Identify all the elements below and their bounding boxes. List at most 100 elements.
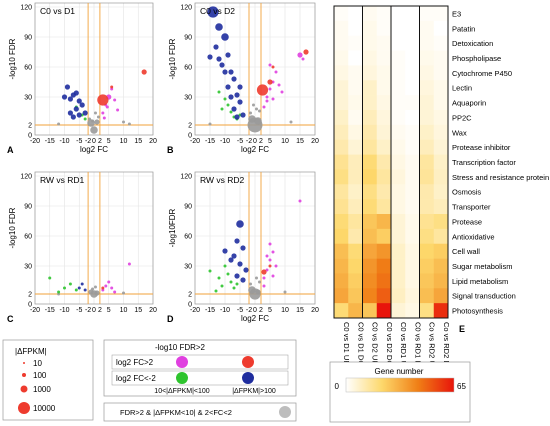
plot-title: RW vs RD2: [200, 175, 245, 185]
data-point: [234, 238, 240, 244]
heatmap-cell: [433, 169, 449, 185]
heatmap-cell: [334, 288, 349, 304]
y-tick-label: 60: [184, 234, 192, 241]
heatmap-cell: [391, 303, 406, 319]
heatmap-cell: [419, 169, 435, 185]
color-legend-header: -log10 FDR>2: [155, 343, 206, 352]
heatmap-cell: [433, 288, 449, 304]
data-point: [243, 267, 249, 273]
x-tick-label: -20: [30, 138, 40, 145]
gray-legend-box: [103, 402, 297, 422]
size-legend-dot-100: [22, 373, 26, 377]
y-tick-label: 120: [180, 174, 192, 181]
legend-magenta-dot: [176, 356, 188, 368]
heatmap-cell: [419, 6, 435, 22]
heatmap-cell: [391, 65, 406, 81]
data-point: [289, 120, 293, 124]
x-tick-label: 0: [253, 307, 257, 314]
heatmap-cell: [348, 20, 363, 37]
heatmap-cell: [348, 288, 363, 304]
data-point: [229, 110, 233, 114]
y-tick-label: 0: [28, 133, 32, 140]
heatmap-row-label: Transporter: [452, 203, 491, 212]
y-tick-label: 60: [24, 234, 32, 241]
x-tick-label: -20: [190, 138, 200, 145]
heatmap-cell: [391, 80, 406, 96]
heatmap-cell: [433, 214, 449, 230]
data-point: [268, 63, 272, 67]
heatmap-cell: [419, 303, 435, 319]
data-point: [237, 99, 243, 105]
heatmap-cell: [362, 228, 378, 245]
heatmap-column-label: C0 vs D1 UP: [342, 322, 351, 365]
data-point: [234, 114, 240, 120]
heatmap-cell: [348, 154, 363, 170]
data-point: [141, 69, 147, 75]
x-tick-label: 10: [281, 307, 289, 314]
heatmap-cell: [419, 288, 435, 304]
heatmap-cell: [376, 303, 392, 319]
heatmap-cell: [419, 273, 435, 289]
plot-title: C0 vs D1: [40, 6, 75, 16]
x-tick-label: 2: [98, 138, 102, 145]
legend-blue-dot: [242, 372, 254, 384]
data-point: [217, 276, 221, 280]
heatmap-row-label: Signal transduction: [452, 292, 516, 301]
heatmap-cell: [376, 154, 392, 170]
data-point: [268, 87, 272, 91]
heatmap-cell: [348, 139, 363, 155]
data-point: [107, 280, 111, 284]
color-legend-row-neg: [111, 370, 289, 386]
y-axis-label: -log10FDR: [168, 208, 177, 247]
heatmap-cell: [405, 184, 420, 200]
heatmap-cell: [433, 303, 449, 319]
heatmap-cell: [433, 65, 449, 81]
heatmap-cell: [405, 214, 420, 230]
heatmap-row-label: E3: [452, 9, 461, 18]
data-point: [228, 94, 234, 100]
color-legend-col-low: 10<|ΔFPKM|<100: [154, 388, 210, 395]
heatmap-cell: [433, 95, 449, 111]
heatmap-cell: [391, 184, 406, 200]
plot-frame: [34, 171, 154, 305]
heatmap-cell: [419, 199, 435, 215]
data-point: [116, 108, 120, 112]
data-point: [234, 273, 240, 279]
panel-letter: D: [167, 314, 174, 324]
heatmap-cell: [391, 228, 406, 245]
heatmap-cell: [376, 20, 392, 37]
data-point: [234, 92, 240, 98]
heatmap-cell: [376, 35, 392, 51]
y-tick-label: 90: [24, 35, 32, 42]
heatmap-cell: [419, 214, 435, 230]
data-point: [262, 276, 266, 280]
data-point: [93, 111, 97, 115]
y-axis-label: -log10 FDR: [8, 207, 17, 248]
data-point: [96, 115, 100, 119]
heatmap-cell: [362, 80, 378, 96]
data-point: [216, 56, 222, 62]
data-point: [255, 276, 258, 280]
heatmap-column-label: C0 vs RD1 UP: [399, 322, 408, 371]
data-point: [254, 117, 262, 125]
heatmap-row-label: Protease: [452, 217, 482, 226]
x-tick-label: 2: [259, 138, 263, 145]
data-point: [220, 284, 224, 288]
heatmap-cell: [348, 35, 363, 51]
heatmap-cell: [334, 35, 349, 51]
heatmap-cell: [334, 154, 349, 170]
y-tick-label: 30: [24, 95, 32, 102]
data-point: [256, 84, 269, 96]
heatmap-row-label: Phospholipase: [452, 54, 501, 63]
data-point: [213, 44, 219, 50]
data-point: [70, 114, 76, 120]
heatmap-cell: [405, 124, 420, 141]
heatmap-row-label: Lipid metabolism: [452, 277, 508, 286]
data-point: [268, 264, 272, 268]
heatmap-cell: [362, 184, 378, 200]
heatmap-cell: [334, 139, 349, 155]
heatmap-cell: [391, 95, 406, 111]
heatmap-cell: [405, 154, 420, 170]
